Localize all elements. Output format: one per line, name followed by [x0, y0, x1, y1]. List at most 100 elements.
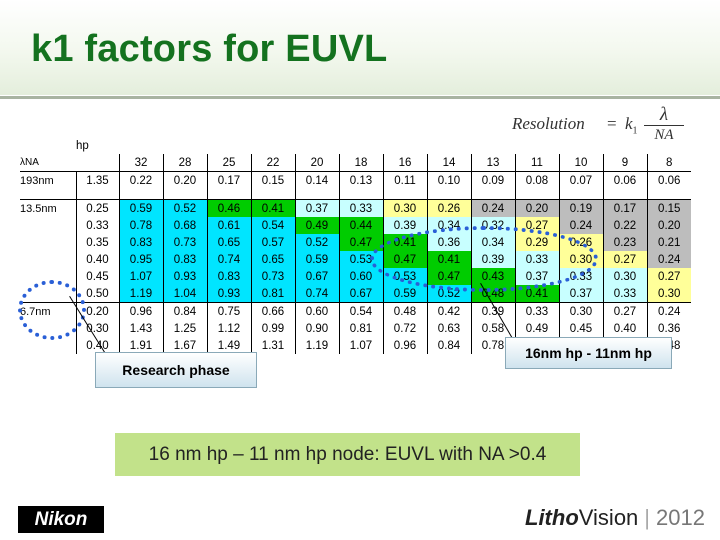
k1-value: 1.04: [162, 285, 207, 303]
k1-value: 0.17: [206, 171, 251, 189]
na-cell: 1.35: [75, 171, 119, 189]
wavelength-cell: [20, 217, 76, 234]
k1-value: 0.23: [602, 234, 647, 251]
hp-value: 20: [294, 154, 339, 172]
k1-value: 1.19: [294, 337, 339, 354]
k1-value: 0.06: [646, 171, 691, 189]
k1-value: 0.33: [514, 302, 559, 320]
spacer-cell: [338, 189, 383, 200]
k1-value: 0.10: [426, 171, 471, 189]
nikon-logo: Nikon: [18, 506, 104, 533]
hp-value: 13: [470, 154, 515, 172]
formula-denominator: NA: [654, 127, 674, 143]
k1-value: 0.67: [338, 285, 383, 303]
k1-value: 0.84: [162, 302, 207, 320]
k1-value: 0.24: [646, 302, 691, 320]
hp-value: 28: [162, 154, 207, 172]
spacer-cell: [382, 189, 427, 200]
research-phase-label: Research phase: [95, 352, 257, 388]
header-blank: [251, 137, 295, 154]
k1-value: 0.26: [426, 199, 471, 217]
hp-value: 22: [250, 154, 295, 172]
slide-title: k1 factors for EUVL: [31, 28, 388, 70]
k1-value: 0.22: [602, 217, 647, 234]
wavelength-cell: [20, 251, 76, 268]
spacer-row: [20, 189, 691, 200]
wavelength-cell: 13.5nm: [20, 199, 76, 217]
k1-value: 0.30: [558, 302, 603, 320]
k1-value: 1.91: [118, 337, 163, 354]
k1-value: 0.33: [602, 285, 647, 303]
na-cell: 0.40: [75, 251, 119, 268]
spacer-cell: [206, 189, 251, 200]
k1-value: 0.20: [646, 217, 691, 234]
spacer-cell: [294, 189, 339, 200]
k1-value: 0.73: [162, 234, 207, 251]
k1-value: 0.49: [294, 217, 339, 234]
header-blank: [339, 137, 383, 154]
resolution-formula: Resolution = k1 λ NA: [512, 104, 692, 150]
k1-value: 0.40: [602, 320, 647, 337]
k1-value: 0.30: [382, 199, 427, 217]
k1-value: 0.54: [338, 302, 383, 320]
corner-blank: [76, 154, 119, 172]
k1-value: 0.93: [162, 268, 207, 285]
k1-value: 0.72: [382, 320, 427, 337]
hp-values-row: λNA 32 28 25 22 20 18 16 14 13 11 10 9 8: [20, 154, 691, 172]
formula-lhs: Resolution: [512, 114, 585, 133]
table-row: 193nm 1.35 0.22 0.20 0.17 0.15 0.14 0.13 0.11 0.1…: [20, 171, 691, 189]
spacer-cell: [75, 189, 119, 200]
k1-value: 0.42: [426, 302, 471, 320]
k1-value: 0.19: [558, 199, 603, 217]
k1-value: 0.24: [646, 251, 691, 268]
spacer-cell: [470, 189, 515, 200]
na-cell: 0.25: [75, 199, 119, 217]
wavelength-cell: [20, 234, 76, 251]
k1-value: 0.20: [162, 171, 207, 189]
na-cell: 0.35: [75, 234, 119, 251]
k1-value: 0.74: [294, 285, 339, 303]
formula-fraction: λ NA: [644, 104, 684, 144]
spacer-cell: [426, 189, 471, 200]
k1-value: 0.84: [426, 337, 471, 354]
k1-value: 0.41: [250, 199, 295, 217]
formula-fraction-bar: [644, 125, 684, 126]
logo-year: 2012: [656, 505, 705, 530]
k1-value: 0.65: [206, 234, 251, 251]
k1-value: 0.81: [250, 285, 295, 303]
k1-value: 1.19: [118, 285, 163, 303]
k1-value: 0.15: [646, 199, 691, 217]
k1-value: 0.22: [118, 171, 163, 189]
k1-value: 0.83: [206, 268, 251, 285]
k1-value: 0.14: [294, 171, 339, 189]
k1-value: 0.13: [338, 171, 383, 189]
k1-value: 0.58: [470, 320, 515, 337]
hp-label: hp: [76, 139, 89, 152]
header-row: hp: [20, 137, 691, 154]
k1-value: 0.60: [338, 268, 383, 285]
title-divider: [0, 96, 720, 99]
k1-value: 0.75: [206, 302, 251, 320]
hp-value: 8: [646, 154, 691, 172]
header-blank: [603, 137, 647, 154]
k1-value: 0.96: [118, 302, 163, 320]
k1-value: 0.52: [294, 234, 339, 251]
spacer-cell: [162, 189, 207, 200]
k1-value: 0.73: [250, 268, 295, 285]
na-cell: 0.45: [75, 268, 119, 285]
lithovision-logo: LithoVision | 2012: [525, 505, 705, 531]
k1-value: 0.81: [338, 320, 383, 337]
title-band: [0, 0, 720, 95]
k1-value: 0.96: [382, 337, 427, 354]
hp-value: 10: [558, 154, 603, 172]
k1-value: 0.59: [118, 199, 163, 217]
na-cell: 0.50: [75, 285, 119, 303]
k1-value: 0.47: [338, 234, 383, 251]
k1-value: 1.31: [250, 337, 295, 354]
header-blank: [207, 137, 251, 154]
k1-value: 0.39: [382, 217, 427, 234]
k1-value: 0.61: [206, 217, 251, 234]
k1-value: 0.49: [514, 320, 559, 337]
k1-value: 0.95: [118, 251, 163, 268]
header-blank: [295, 137, 339, 154]
